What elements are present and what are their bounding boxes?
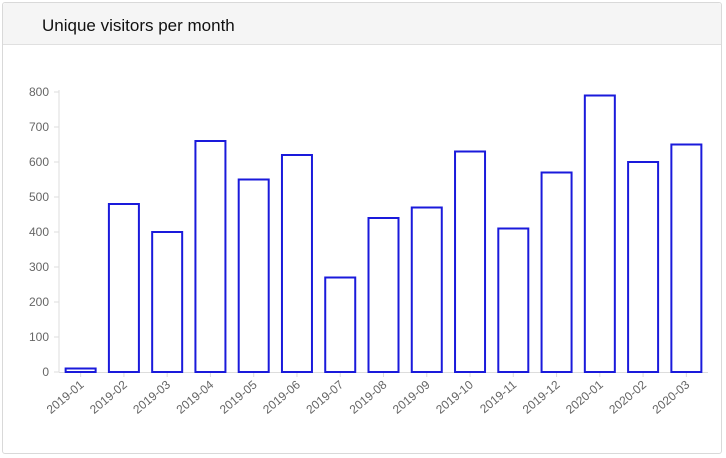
x-tick-label: 2019-12	[520, 377, 563, 416]
panel-header: Unique visitors per month	[3, 3, 721, 45]
y-axis: 0 100 200 300 400 500 600 700 800	[29, 85, 60, 379]
x-tick-label: 2019-05	[217, 377, 260, 416]
y-tick-label: 400	[29, 225, 49, 239]
bar-2020-03[interactable]	[670, 143, 703, 373]
y-tick-label: 100	[29, 330, 49, 344]
y-tick-label: 200	[29, 295, 49, 309]
bar-2019-05[interactable]	[237, 178, 270, 373]
bar-2019-11[interactable]	[497, 227, 530, 373]
x-tick-label: 2020-03	[650, 377, 693, 416]
bar-2019-03[interactable]	[151, 231, 184, 373]
x-tick-label: 2019-07	[303, 377, 346, 416]
x-tick-label: 2019-08	[347, 377, 390, 416]
bar-2020-01[interactable]	[583, 94, 616, 373]
y-tick-label: 0	[42, 365, 49, 379]
bar-2019-08[interactable]	[367, 217, 400, 373]
x-tick-label: 2019-10	[433, 377, 476, 416]
bar-2020-02[interactable]	[627, 161, 660, 373]
x-tick-label: 2019-09	[390, 377, 433, 416]
y-tick-label: 700	[29, 120, 49, 134]
x-tick-label: 2020-02	[606, 377, 649, 416]
x-tick-label: 2019-01	[44, 377, 87, 416]
x-tick-label: 2019-06	[260, 377, 303, 416]
x-axis: 2019-01 2019-02 2019-03 2019-04 2019-05 2019-…	[44, 372, 708, 417]
y-tick-label: 600	[29, 155, 49, 169]
y-tick-label: 800	[29, 85, 49, 99]
x-tick-label: 2019-02	[87, 377, 130, 416]
bar-2019-04[interactable]	[194, 140, 227, 373]
x-tick-label: 2019-11	[477, 377, 519, 416]
bar-2019-06[interactable]	[280, 154, 313, 373]
y-tick-label: 500	[29, 190, 49, 204]
bar-2019-09[interactable]	[410, 206, 443, 373]
bar-2019-10[interactable]	[454, 150, 487, 373]
bar-2019-02[interactable]	[107, 203, 140, 373]
bar-2019-01[interactable]	[64, 367, 97, 373]
y-tick-label: 300	[29, 260, 49, 274]
chart-title: Unique visitors per month	[42, 16, 235, 35]
bars	[64, 94, 703, 373]
x-tick-label: 2019-03	[130, 377, 173, 416]
x-tick-label: 2019-04	[174, 377, 217, 416]
bar-2019-07[interactable]	[324, 276, 357, 373]
x-tick-label: 2020-01	[563, 377, 606, 416]
bar-2019-12[interactable]	[540, 171, 573, 373]
